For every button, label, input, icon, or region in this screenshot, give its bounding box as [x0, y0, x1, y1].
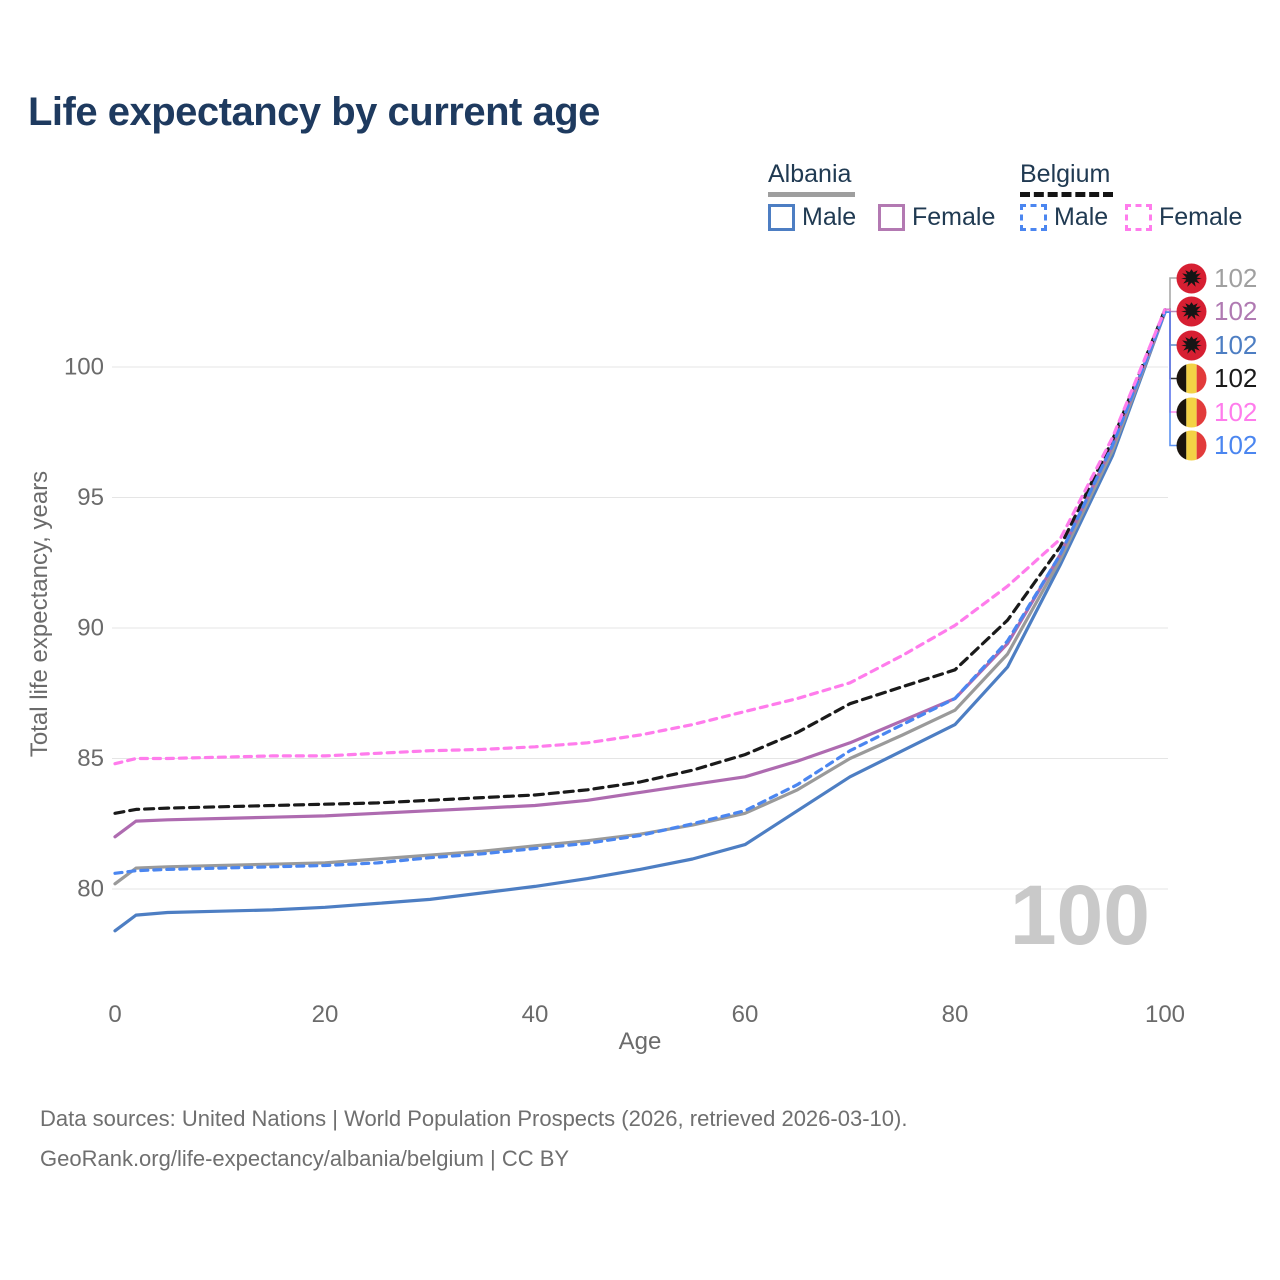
albania-flag-icon — [1176, 263, 1207, 293]
end-label-connector — [1165, 311, 1177, 447]
end-label-belgium-both-sexes[interactable]: 102 — [1176, 363, 1257, 394]
y-tick-label: 80 — [77, 876, 104, 903]
belgium-flag-icon — [1176, 397, 1207, 427]
end-label-value: 102 — [1214, 296, 1258, 326]
series-line-belgium-female[interactable] — [113, 308, 1167, 766]
footer-data-sources: Data sources: United Nations | World Pop… — [40, 1106, 908, 1131]
x-tick-label: 80 — [942, 1001, 969, 1028]
albania-flag-icon — [1176, 330, 1207, 360]
end-label-albania-both-sexes[interactable]: 102 — [1176, 263, 1257, 294]
legend-group-albania[interactable]: Albania — [768, 160, 852, 188]
legend-item-belgium-male[interactable]: Male — [1020, 203, 1108, 232]
x-axis-title: Age — [619, 1028, 662, 1055]
y-tick-label: 90 — [77, 615, 104, 642]
belgium-female-swatch-icon — [1125, 204, 1152, 231]
end-label-belgium-male[interactable]: 102 — [1176, 430, 1257, 461]
legend-item-albania-female[interactable]: Female — [878, 203, 995, 232]
belgium-flag-icon — [1176, 363, 1207, 394]
legend-item-belgium-female[interactable]: Female — [1125, 203, 1242, 232]
legend-albania-line-sample — [768, 192, 855, 197]
end-label-albania-female[interactable]: 102 — [1176, 296, 1257, 327]
belgium-male-swatch-icon — [1020, 204, 1047, 231]
series-line-belgium-male[interactable] — [113, 310, 1167, 875]
albania-male-swatch-icon — [768, 204, 795, 231]
legend-group-belgium[interactable]: Belgium — [1020, 160, 1111, 188]
series-line-belgium-both-sexes[interactable] — [113, 308, 1167, 815]
end-label-value: 102 — [1214, 396, 1258, 427]
end-label-belgium-female[interactable]: 102 — [1176, 397, 1257, 428]
end-label-albania-male[interactable]: 102 — [1176, 330, 1257, 361]
y-tick-label: 95 — [77, 484, 104, 511]
end-label-value: 102 — [1214, 329, 1258, 360]
end-label-value: 102 — [1214, 430, 1258, 460]
albania-female-swatch-icon — [878, 204, 905, 231]
x-tick-label: 100 — [1145, 1001, 1185, 1028]
series-line-albania-male[interactable] — [113, 310, 1167, 933]
legend-belgium-line-sample — [1020, 192, 1113, 197]
page-title: Life expectancy by current age — [28, 90, 600, 134]
belgium-flag-icon — [1176, 430, 1207, 461]
current-age-watermark: 100 — [1010, 868, 1150, 962]
y-axis-title: Total life expectancy, years — [26, 471, 53, 757]
albania-flag-icon — [1176, 296, 1207, 327]
end-label-value: 102 — [1214, 363, 1258, 393]
x-tick-label: 20 — [312, 1001, 339, 1028]
x-tick-label: 40 — [522, 1001, 549, 1028]
x-tick-label: 0 — [108, 1001, 121, 1028]
y-tick-label: 100 — [64, 354, 104, 381]
end-label-value: 102 — [1214, 262, 1258, 293]
footer-attribution: GeoRank.org/life-expectancy/albania/belg… — [40, 1146, 570, 1171]
legend-item-albania-male[interactable]: Male — [768, 203, 856, 232]
y-tick-label: 85 — [77, 745, 104, 772]
series-line-albania-both-sexes[interactable] — [113, 310, 1167, 886]
x-tick-label: 60 — [732, 1001, 759, 1028]
